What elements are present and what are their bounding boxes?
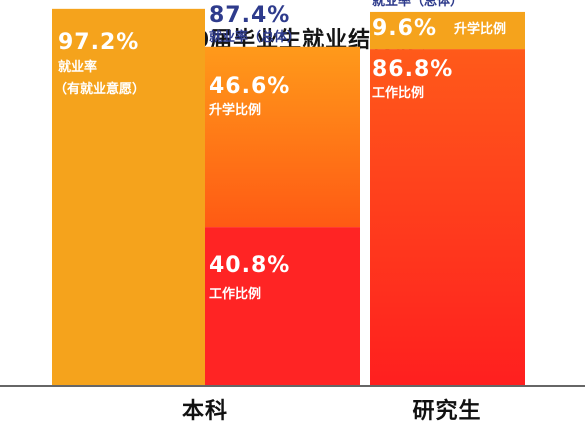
bar-undergrad-study-value: 46.6% [209,74,290,99]
bar-overall-label-line2: （有就业意愿） [54,81,145,97]
bar-overall-employment [52,8,205,386]
bar-overall-value-label: 97.2% [58,30,139,55]
bar-undergrad-work-label: 工作比例 [209,286,261,302]
x-tick-label-undergrad: 本科 [182,399,228,424]
x-tick-label-grad: 研究生 [412,398,481,424]
bar-undergrad-study-label: 升学比例 [209,102,261,118]
bar-undergrad-work [205,227,360,385]
bar-grad-study-value: 9.6% [372,16,437,41]
bar-grad-study-label: 升学比例 [454,21,506,37]
bar-grad-work-value: 86.8% [372,57,453,82]
bar-grad-study [370,11,525,50]
bar-overall-label-line1: 就业率 [58,59,97,75]
bar-undergrad-total-value: 87.4% [209,3,290,28]
bar-undergrad-total-label: 就业率（总体） [209,29,300,45]
bar-grad-work [370,49,525,386]
bar-undergrad-work-value: 40.8% [209,253,290,278]
bar-undergrad-study [205,46,360,228]
bar-grad-work-label: 工作比例 [372,85,424,101]
bar-grad-total-label: 就业率（总体） [372,0,463,9]
